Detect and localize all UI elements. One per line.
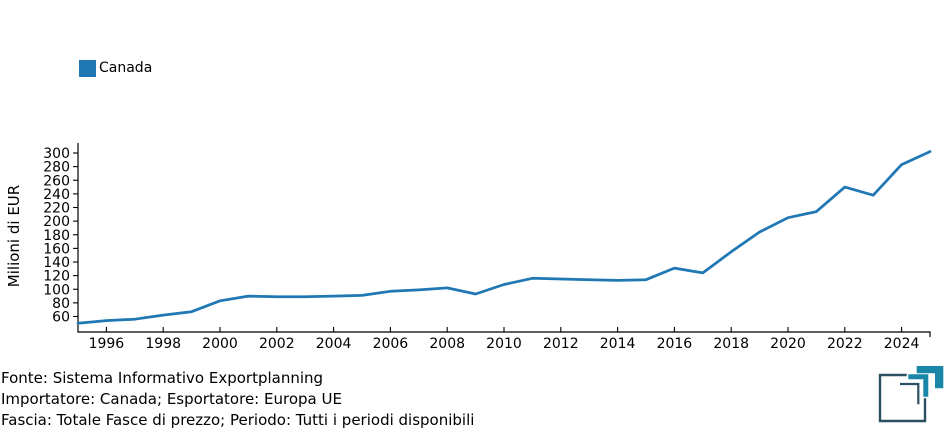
axis-spines [77,143,931,337]
x-tick-label: 2014 [600,336,636,352]
y-tick-label: 220 [43,201,70,217]
y-tick-label: 240 [43,187,70,203]
legend-label: Canada [99,60,153,76]
logo-inner-bracket [900,382,920,405]
y-tick-label: 60 [52,310,70,326]
logo-corner-large [916,366,944,389]
x-tick-label: 2006 [373,336,409,352]
source-note: Fonte: Sistema Informativo Exportplannin… [1,368,474,431]
source-line-fascia: Fascia: Totale Fasce di prezzo; Periodo:… [1,411,475,429]
x-tick-label: 1998 [145,336,181,352]
y-tick-label: 160 [43,241,70,257]
x-tick-label: 2024 [884,336,920,352]
y-tick-label: 300 [43,146,70,162]
legend-swatch [79,60,96,77]
x-tick-label: 2002 [259,336,295,352]
y-tick-label: 260 [43,173,70,189]
logo-outer-square [878,373,927,423]
y-tick-label: 140 [43,255,70,271]
x-tick-label: 2010 [486,336,522,352]
source-line-fonte: Fonte: Sistema Informativo Exportplannin… [1,369,324,387]
x-tick-label: 2000 [202,336,238,352]
y-tick-label: 180 [43,228,70,244]
x-tick-label: 2018 [713,336,749,352]
x-tick-label: 1996 [89,336,125,352]
y-tick-label: 120 [43,269,70,285]
source-line-importatore: Importatore: Canada; Esportatore: Europa… [1,390,342,408]
x-tick-label: 2020 [770,336,806,352]
exportplanning-logo-icon [878,366,944,423]
x-tick-label: 2016 [657,336,693,352]
chart-svg: 1996 1998 2000 2002 2004 2006 2008 2010 2012 2014… [43,143,932,352]
x-tick-label: 2004 [316,336,352,352]
y-tick-label: 100 [43,282,70,298]
data-line-canada [76,150,932,325]
y-tick-label: 280 [43,160,70,176]
x-tick-label: 2008 [429,336,465,352]
legend: Canada [79,60,152,77]
logo-corner-medium [908,374,929,397]
x-tick-label: 2012 [543,336,579,352]
x-tick-label: 2022 [827,336,863,352]
y-tick-label: 80 [52,296,70,312]
y-tick-label: 200 [43,214,70,230]
